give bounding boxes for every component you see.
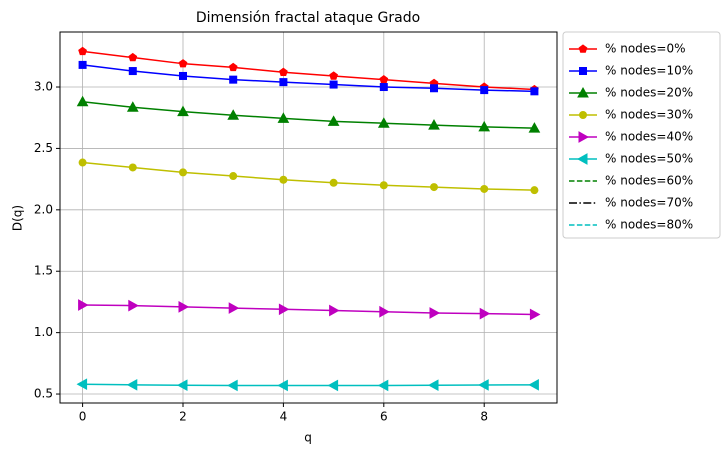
marker — [126, 101, 139, 112]
series-line — [82, 304, 535, 316]
legend-label: % nodes=30% — [605, 108, 693, 122]
marker — [279, 67, 288, 77]
legend-marker — [578, 44, 588, 53]
legend-label: % nodes=60% — [605, 174, 693, 188]
y-tick-label: 2.5 — [34, 141, 53, 155]
marker — [227, 379, 238, 392]
y-tick-label: 3.0 — [34, 80, 53, 94]
marker — [327, 379, 339, 392]
marker — [76, 95, 89, 107]
marker — [478, 379, 489, 391]
legend-label: % nodes=40% — [605, 130, 693, 144]
legend-label: % nodes=50% — [605, 152, 693, 166]
marker — [228, 62, 238, 72]
marker — [278, 303, 290, 316]
marker — [529, 308, 541, 321]
series-line — [82, 161, 535, 191]
x-tick-label: 2 — [179, 410, 187, 424]
marker — [528, 122, 541, 133]
marker — [530, 186, 539, 195]
marker — [78, 46, 87, 56]
marker — [480, 184, 489, 193]
marker — [176, 379, 188, 392]
y-tick-label: 2.0 — [34, 202, 53, 216]
x-tick-label: 0 — [79, 410, 87, 424]
series-line — [82, 101, 535, 129]
marker — [177, 105, 189, 117]
y-tick-label: 1.0 — [34, 325, 53, 339]
chart-title: Dimensión fractal ataque Grado — [196, 10, 420, 26]
x-axis-label: q — [304, 431, 312, 445]
legend-label: % nodes=10% — [605, 64, 693, 78]
y-axis-label: D(q) — [11, 205, 25, 231]
marker — [178, 168, 187, 177]
plot-frame — [59, 31, 558, 404]
marker — [478, 120, 491, 132]
legend-marker — [578, 131, 590, 143]
marker — [229, 75, 238, 84]
marker — [178, 300, 190, 313]
marker — [279, 78, 288, 87]
marker — [530, 87, 539, 96]
marker — [329, 178, 338, 187]
marker — [528, 378, 539, 391]
marker — [279, 175, 288, 184]
marker — [128, 299, 139, 312]
legend-label: % nodes=0% — [605, 42, 686, 56]
x-tick-label: 6 — [380, 410, 388, 424]
legend-label: % nodes=80% — [605, 218, 693, 232]
marker — [479, 307, 491, 320]
y-tick-label: 1.5 — [34, 264, 53, 278]
marker — [228, 302, 240, 314]
marker — [379, 75, 389, 84]
marker — [78, 299, 89, 311]
marker — [277, 379, 288, 392]
marker — [78, 158, 87, 167]
marker — [227, 109, 240, 120]
legend-marker — [577, 86, 589, 98]
marker — [329, 304, 340, 317]
marker — [128, 163, 137, 172]
marker — [329, 71, 338, 80]
marker — [379, 181, 388, 190]
marker — [480, 86, 489, 95]
y-tick-label: 0.5 — [34, 387, 53, 401]
marker — [277, 112, 290, 123]
marker — [429, 307, 441, 319]
marker — [178, 71, 187, 80]
legend-marker — [579, 111, 587, 119]
marker — [78, 60, 87, 69]
legend-label: % nodes=20% — [605, 86, 693, 100]
marker — [379, 305, 390, 318]
marker — [427, 379, 439, 392]
marker — [428, 119, 440, 130]
series-line — [82, 64, 535, 93]
marker — [430, 84, 439, 93]
marker — [128, 67, 137, 76]
marker — [377, 117, 390, 128]
legend-marker — [579, 67, 587, 75]
marker — [126, 378, 138, 391]
marker — [128, 52, 138, 62]
legend-box — [562, 31, 721, 239]
marker — [327, 115, 340, 126]
marker — [379, 83, 388, 92]
marker — [430, 183, 439, 192]
marker — [178, 59, 188, 68]
marker — [229, 172, 238, 181]
series-line — [82, 383, 535, 387]
x-tick-label: 8 — [480, 410, 488, 424]
marker — [329, 80, 338, 89]
marker — [76, 378, 88, 391]
series-line — [82, 50, 535, 91]
legend-label: % nodes=70% — [605, 196, 693, 210]
legend-marker — [576, 153, 588, 165]
marker — [377, 379, 389, 392]
x-tick-label: 4 — [280, 410, 288, 424]
